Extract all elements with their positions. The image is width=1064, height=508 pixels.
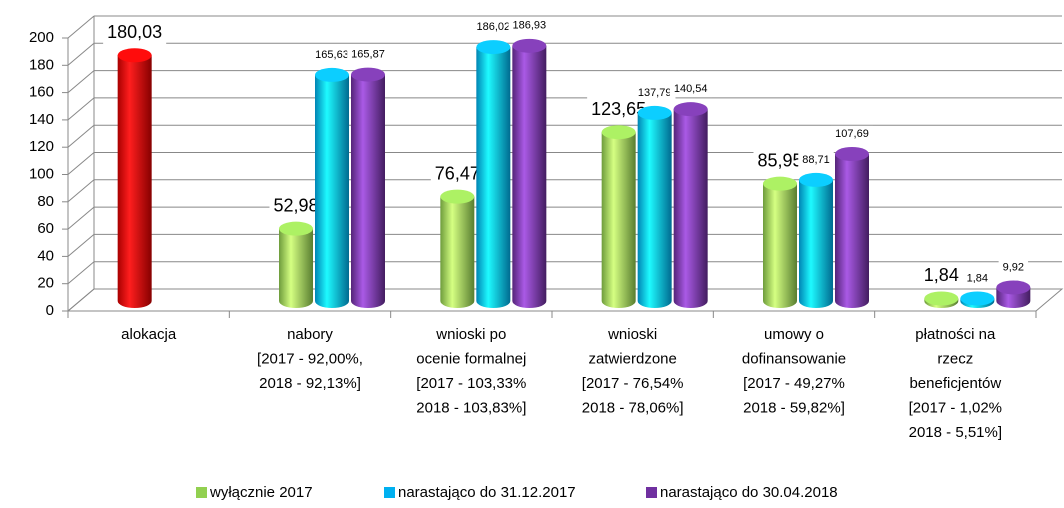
value-label-bg xyxy=(962,270,993,287)
value-label-bg xyxy=(669,81,712,98)
x-tick-label: dofinansowanie xyxy=(742,350,846,367)
x-tick-label: 2018 - 59,82%] xyxy=(743,399,845,416)
y-tick-label: 200 xyxy=(29,29,54,46)
value-label-bg xyxy=(798,151,834,168)
bar xyxy=(996,280,1031,309)
bar xyxy=(601,125,636,309)
grid-line-side xyxy=(67,124,95,148)
x-tick-label: nabory xyxy=(287,326,333,343)
x-tick-label: zatwierdzone xyxy=(588,350,676,367)
value-label: 107,69 xyxy=(835,128,869,140)
value-label-bg xyxy=(269,193,323,218)
value-label-bg xyxy=(919,263,963,288)
value-label: 76,47 xyxy=(435,163,480,183)
grid-line-side xyxy=(67,42,95,66)
legend-swatch xyxy=(196,487,207,498)
legend-label: narastająco do 30.04.2018 xyxy=(660,484,838,501)
x-tick-label: 2018 - 78,06%] xyxy=(582,399,684,416)
bar xyxy=(924,291,959,309)
value-label-bg xyxy=(472,18,515,35)
value-label-bg xyxy=(831,125,873,142)
x-tick-label: [2017 - 92,00%, xyxy=(257,350,363,367)
y-tick-label: 100 xyxy=(29,165,54,182)
value-label: 1,84 xyxy=(967,272,988,284)
grid-line-side xyxy=(67,70,95,93)
legend-swatch xyxy=(384,487,395,498)
value-label: 85,95 xyxy=(757,150,802,170)
value-label: 186,93 xyxy=(513,20,547,32)
x-tick-label: płatności na xyxy=(915,326,996,343)
legend-label: wyłącznie 2017 xyxy=(209,484,313,501)
value-label-bg xyxy=(508,17,551,34)
x-tick-label: [2017 - 76,54% xyxy=(582,375,684,392)
x-tick-label: wnioski xyxy=(607,326,657,343)
value-label-bg xyxy=(998,259,1029,276)
value-label-bg xyxy=(347,46,389,63)
x-tick-label: rzecz xyxy=(937,350,973,367)
legend-swatch xyxy=(646,487,657,498)
value-label: 180,03 xyxy=(107,22,162,42)
grid-line-side xyxy=(67,179,95,203)
y-tick-label: 20 xyxy=(37,275,54,292)
bar xyxy=(835,147,869,308)
x-tick-label: ocenie formalnej xyxy=(416,350,526,367)
x-tick-label: [2017 - 1,02% xyxy=(909,399,1002,416)
grid-line-side xyxy=(67,97,95,121)
value-label: 1,84 xyxy=(924,265,959,285)
y-tick-label: 120 xyxy=(29,138,54,155)
bar xyxy=(512,38,547,308)
value-label: 186,02 xyxy=(477,21,511,33)
bar xyxy=(315,67,349,309)
bar xyxy=(440,189,475,309)
bar xyxy=(763,176,797,308)
value-label: 165,87 xyxy=(351,48,385,60)
value-label: 88,71 xyxy=(802,154,830,166)
bar xyxy=(799,172,833,308)
x-tick-label: umowy o xyxy=(764,326,824,343)
x-tick-label: wnioski po xyxy=(435,326,506,343)
x-tick-label: 2018 - 92,13%] xyxy=(259,375,361,392)
value-label: 137,79 xyxy=(638,87,672,99)
value-label: 165,63 xyxy=(315,49,349,61)
value-label: 52,98 xyxy=(273,195,318,215)
y-tick-label: 60 xyxy=(37,220,54,237)
value-label-bg xyxy=(103,20,167,45)
floor xyxy=(66,288,1064,312)
grid-line-side xyxy=(67,206,95,230)
x-tick-label: [2017 - 49,27% xyxy=(743,375,845,392)
bar xyxy=(637,105,672,309)
bar xyxy=(476,40,511,309)
value-label-bg xyxy=(753,148,807,173)
bar xyxy=(117,48,152,308)
y-tick-label: 80 xyxy=(37,193,54,210)
y-tick-label: 40 xyxy=(37,247,54,264)
legend-label: narastająco do 31.12.2017 xyxy=(398,484,576,501)
x-tick-label: [2017 - 103,33% xyxy=(416,375,526,392)
x-tick-label: beneficjentów xyxy=(909,375,1001,392)
x-tick-label: 2018 - 5,51%] xyxy=(909,424,1002,441)
value-label: 9,92 xyxy=(1003,261,1024,273)
x-tick-label: alokacja xyxy=(121,326,177,343)
y-tick-label: 0 xyxy=(46,302,54,319)
bar xyxy=(279,221,313,308)
y-tick-label: 160 xyxy=(29,84,54,101)
value-label: 123,65 xyxy=(591,99,646,119)
bar xyxy=(960,291,995,309)
x-tick-label: 2018 - 103,83%] xyxy=(416,399,526,416)
value-label: 140,54 xyxy=(674,83,708,95)
grid-line-side xyxy=(67,234,95,257)
y-tick-label: 140 xyxy=(29,111,54,128)
grid-line-side xyxy=(67,261,95,285)
grid-line-side xyxy=(67,288,95,312)
bar xyxy=(351,67,385,308)
value-label-bg xyxy=(430,161,484,186)
y-tick-label: 180 xyxy=(29,56,54,73)
bar xyxy=(673,102,708,309)
grid-line-side xyxy=(67,152,95,175)
value-label-bg xyxy=(311,46,353,63)
value-label-bg xyxy=(633,84,676,101)
grid-line-side xyxy=(67,15,95,39)
